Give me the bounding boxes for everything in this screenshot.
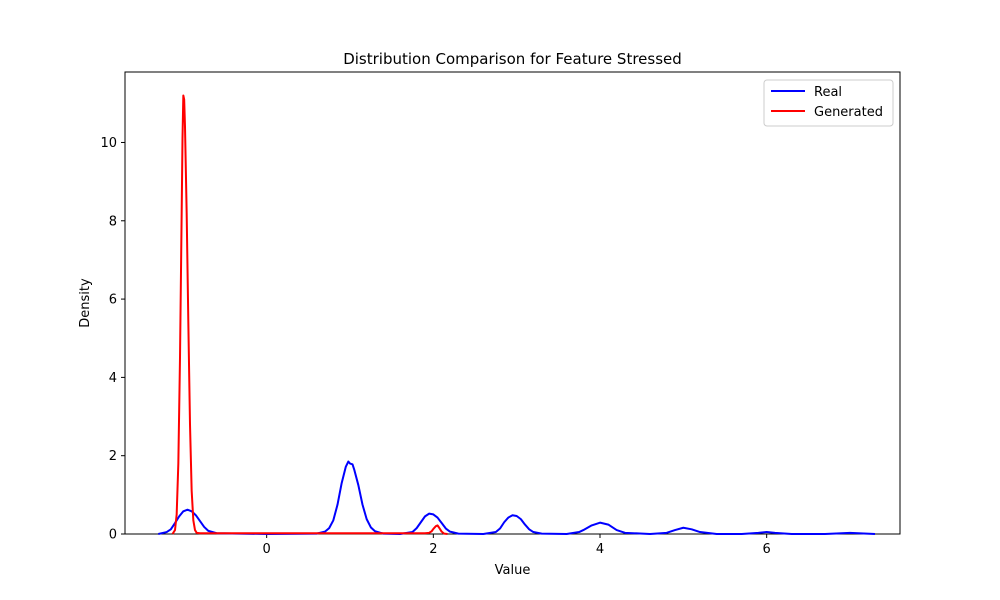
y-tick-label: 2: [109, 449, 117, 464]
x-axis-label: Value: [495, 563, 531, 578]
legend-label-real: Real: [814, 85, 842, 100]
series-layer: [158, 94, 876, 535]
axis-ticks: 0 2 4 6 0 2 4 6 8 10: [100, 136, 770, 557]
x-tick-label: 6: [763, 542, 771, 557]
y-tick-label: 0: [109, 528, 117, 543]
series-line-generated: [171, 94, 448, 535]
legend-label-generated: Generated: [814, 105, 883, 120]
x-tick-label: 2: [429, 542, 437, 557]
x-tick-label: 4: [596, 542, 604, 557]
x-tick-label: 0: [263, 542, 271, 557]
plot-area: [124, 71, 901, 535]
chart-title: Distribution Comparison for Feature Stre…: [343, 50, 682, 68]
legend: Real Generated: [763, 79, 894, 127]
y-tick-label: 8: [109, 214, 117, 229]
y-tick-label: 4: [109, 371, 117, 386]
y-tick-label: 6: [109, 293, 117, 308]
y-tick-label: 10: [100, 136, 117, 151]
y-axis-label: Density: [78, 278, 93, 328]
